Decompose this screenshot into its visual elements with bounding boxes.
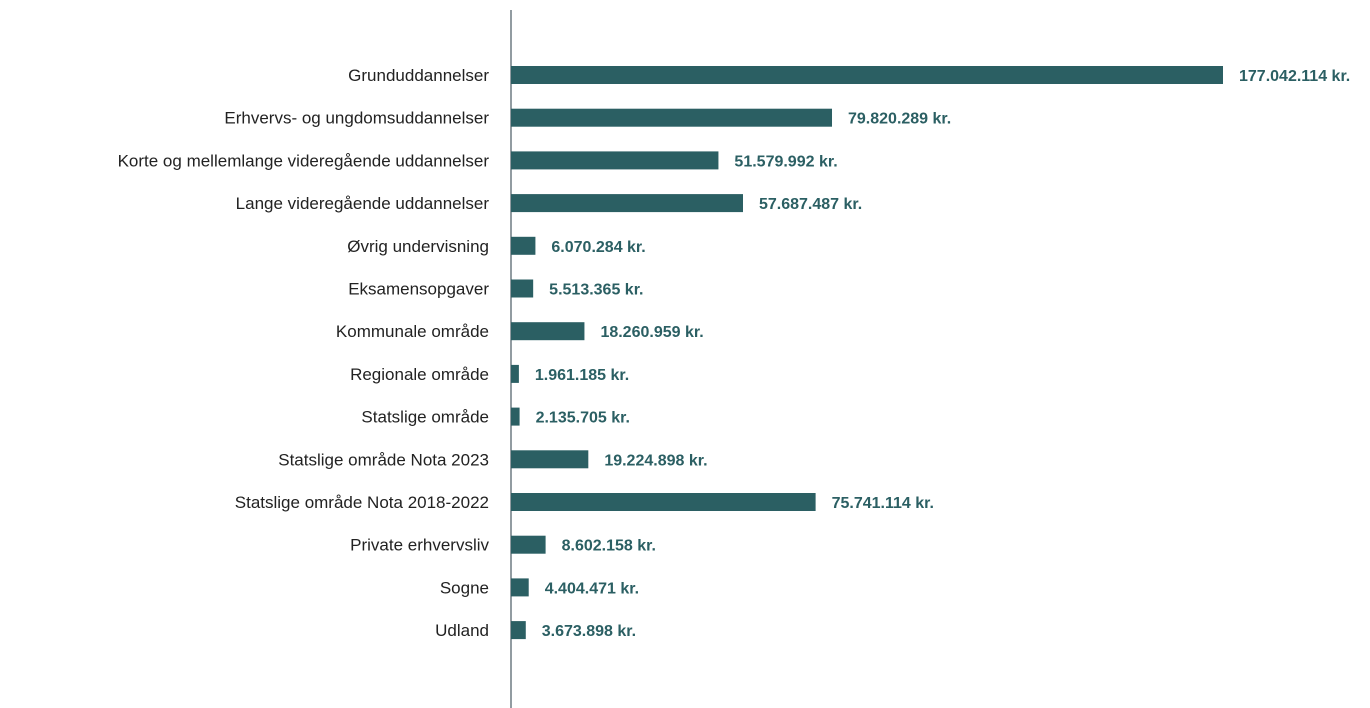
bar — [511, 578, 529, 597]
bar-row: Lange videregående uddannelser 57.687.487… — [236, 194, 862, 213]
bar — [511, 66, 1223, 84]
category-label: Regionale område — [350, 365, 489, 384]
value-label: 4.404.471 kr. — [545, 580, 639, 597]
category-label: Statslige område Nota 2023 — [278, 450, 489, 469]
bar-row: Statslige område 2.135.705 kr. — [361, 407, 630, 427]
bar — [511, 194, 743, 213]
category-label: Sogne — [440, 578, 489, 597]
bar-row: Udland 3.673.898 kr. — [435, 621, 636, 640]
value-label: 57.687.487 kr. — [759, 196, 862, 213]
bar-row: Korte og mellemlange videregående uddann… — [118, 151, 838, 170]
value-label: 18.260.959 kr. — [600, 324, 703, 341]
category-label: Udland — [435, 621, 489, 640]
category-label: Grunduddannelser — [348, 66, 489, 85]
value-label: 1.961.185 kr. — [535, 367, 629, 384]
category-label: Statslige område Nota 2018-2022 — [235, 493, 489, 512]
value-label: 8.602.158 kr. — [562, 538, 656, 555]
bar-row: Eksamensopgaver 5.513.365 kr. — [348, 279, 643, 299]
value-label: 3.673.898 kr. — [542, 623, 636, 640]
value-label: 6.070.284 kr. — [551, 239, 645, 256]
value-label: 19.224.898 kr. — [604, 452, 707, 469]
value-label: 75.741.114 kr. — [832, 495, 934, 512]
value-label: 2.135.705 kr. — [536, 410, 630, 427]
bar — [511, 322, 585, 341]
bar-row: Kommunale område 18.260.959 kr. — [336, 322, 704, 341]
value-label: 177.042.114 kr. — [1239, 68, 1350, 85]
category-label: Lange videregående uddannelser — [236, 194, 490, 213]
bar — [511, 535, 546, 554]
bar — [511, 108, 833, 127]
bar — [511, 236, 536, 255]
bar — [511, 364, 519, 383]
category-label: Private erhvervsliv — [350, 536, 489, 555]
bar-row: Øvrig undervisning 6.070.284 kr. — [347, 236, 646, 256]
bar — [511, 621, 526, 640]
category-label: Øvrig undervisning — [347, 237, 489, 256]
bar — [511, 407, 520, 426]
bar-row: Private erhvervsliv 8.602.158 kr. — [350, 535, 656, 555]
category-label: Erhvervs- og ungdomsuddannelser — [224, 109, 489, 128]
bar-row: Erhvervs- og ungdomsuddannelser 79.820.28… — [224, 108, 951, 128]
bar-row: Statslige område Nota 2023 19.224.898 kr. — [278, 450, 708, 469]
category-label: Statslige område — [361, 408, 489, 427]
bar-rows: Grunduddannelser 177.042.114 kr. Erhvervs-… — [118, 66, 1350, 640]
bar — [511, 493, 816, 511]
bar-row: Statslige område Nota 2018-2022 75.741.11… — [235, 493, 934, 512]
value-label: 51.579.992 kr. — [734, 153, 837, 170]
bar-row: Regionale område 1.961.185 kr. — [350, 364, 629, 384]
category-label: Eksamensopgaver — [348, 280, 489, 299]
bar — [511, 151, 719, 170]
value-label: 79.820.289 kr. — [848, 111, 951, 128]
bar — [511, 279, 534, 298]
category-label: Korte og mellemlange videregående uddann… — [118, 151, 490, 170]
category-label: Kommunale område — [336, 322, 489, 341]
bar-row: Sogne 4.404.471 kr. — [440, 578, 639, 597]
value-label: 5.513.365 kr. — [549, 282, 643, 299]
bar-row: Grunduddannelser 177.042.114 kr. — [348, 66, 1350, 85]
bar — [511, 450, 589, 469]
